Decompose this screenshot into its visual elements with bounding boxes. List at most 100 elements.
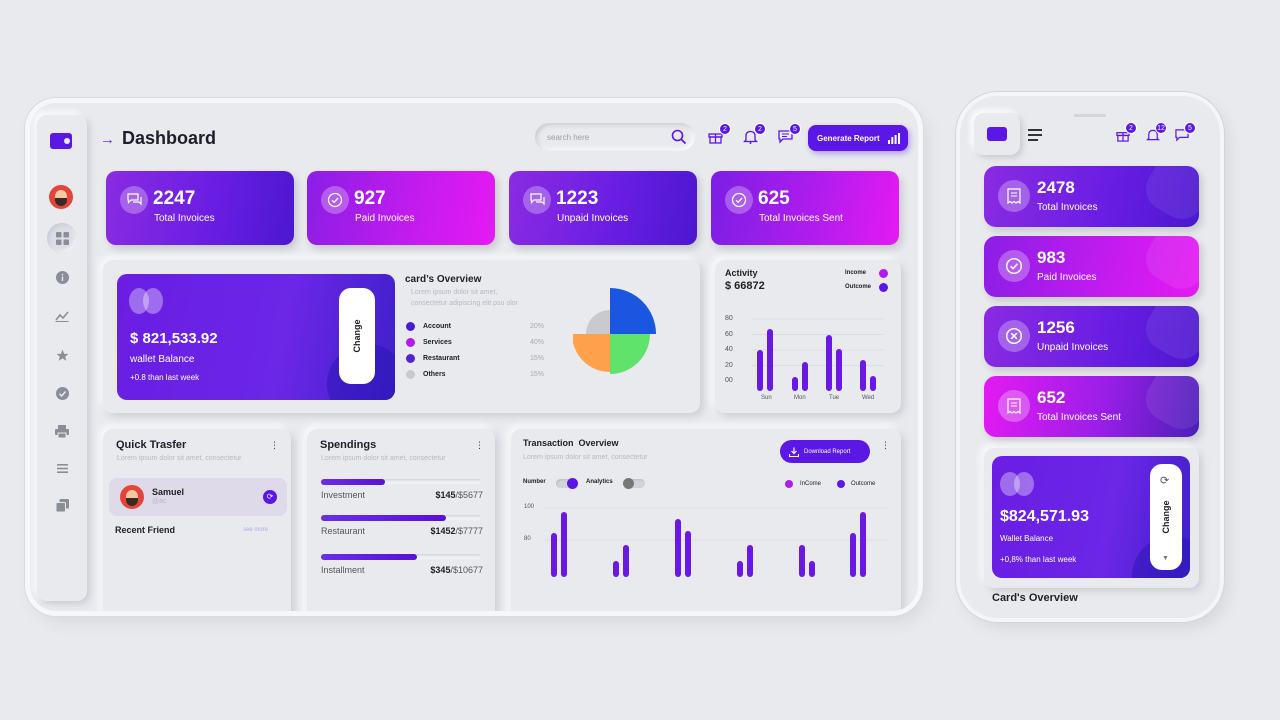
legend-item: Services 40% <box>406 336 546 348</box>
bell-icon[interactable]: 2 <box>741 123 766 147</box>
spend-amount: $345/$10677 <box>407 565 483 575</box>
hamburger-menu-icon[interactable] <box>1028 129 1042 141</box>
chat-badge: 5 <box>789 123 801 135</box>
stat-card-invoices-sent[interactable]: 625 Total Invoices Sent <box>711 171 899 245</box>
receipt-icon <box>998 390 1030 422</box>
spendings-title: Spendings <box>320 439 377 451</box>
trend-icon[interactable] <box>47 301 77 331</box>
quick-transfer-desc: Lorem ipsum dolor sit amet, consectetur <box>117 455 242 462</box>
stat-card-paid-invoices[interactable]: 927 Paid Invoices <box>307 171 495 245</box>
bar <box>802 362 808 391</box>
stat-value: 1256 <box>1037 318 1075 337</box>
see-more-link[interactable]: see more <box>243 527 269 533</box>
grid-icon[interactable] <box>47 223 77 253</box>
info-icon[interactable] <box>47 262 77 292</box>
analytics-toggle[interactable] <box>623 478 645 489</box>
printer-icon[interactable] <box>47 416 77 446</box>
search-box[interactable] <box>535 123 695 151</box>
contact-row[interactable]: Samuel @ac ⟳ <box>109 478 287 516</box>
refresh-icon: ⟳ <box>1160 475 1170 487</box>
transaction-bar-chart <box>543 507 889 577</box>
check-circle-icon[interactable] <box>47 378 77 408</box>
card-decor <box>1138 306 1199 367</box>
more-menu-icon[interactable]: ⋮ <box>881 440 890 450</box>
mobile-stat-invoices-sent[interactable]: 652 Total Invoices Sent <box>984 376 1199 437</box>
change-button[interactable]: Change <box>339 288 375 384</box>
contact-handle: @ac <box>152 498 167 505</box>
quick-transfer-panel: Quick Trasfer ⋮ Lorem ipsum dolor sit am… <box>103 429 291 611</box>
menu-icon[interactable] <box>47 453 77 483</box>
bar <box>757 350 763 391</box>
y-tick: 80 <box>725 315 733 322</box>
more-menu-icon[interactable]: ⋮ <box>270 440 279 450</box>
mobile-dashboard: 2 12 5 2478 Total Invoices 983 Paid Invo… <box>960 96 1220 618</box>
generate-report-button[interactable]: Generate Report <box>808 125 908 151</box>
wallet-card[interactable]: $ 821,533.92 wallet Balance +0.8 than la… <box>117 274 395 400</box>
back-arrow-icon[interactable]: → <box>100 131 115 148</box>
legend-dot <box>406 353 415 363</box>
mobile-stat-total-invoices[interactable]: 2478 Total Invoices <box>984 166 1199 227</box>
spend-total: /$10677 <box>450 565 483 575</box>
mobile-wallet-change: +0,8% than last week <box>1000 555 1077 564</box>
search-input[interactable] <box>547 129 665 145</box>
stat-label: Total Invoices <box>1037 202 1098 213</box>
toggle-label-analytics: Analytics <box>586 479 613 485</box>
mobile-wallet-card[interactable]: $824,571.93 Wallet Balance +0,8% than la… <box>992 456 1190 578</box>
legend-value: 20% <box>529 322 544 330</box>
pie-slice-account <box>610 288 656 334</box>
mobile-change-button[interactable]: ⟳ Change ▼ <box>1150 464 1182 570</box>
avatar[interactable] <box>49 185 73 209</box>
contact-avatar <box>120 485 144 509</box>
progress-fill <box>321 479 385 485</box>
mobile-logo-tile[interactable] <box>974 113 1020 155</box>
pie-slice-others <box>586 310 610 334</box>
spend-spent: $345 <box>430 565 451 575</box>
copy-icon[interactable] <box>47 490 77 520</box>
gift-icon[interactable]: 2 <box>706 123 731 147</box>
activity-y-axis: 80 60 40 20 00 <box>725 315 745 393</box>
card-logo-icon-overlap <box>143 288 163 314</box>
progress-installment <box>321 554 481 560</box>
check-icon <box>725 186 753 214</box>
star-icon[interactable] <box>47 340 77 370</box>
stat-value: 983 <box>1037 248 1066 267</box>
legend-label: Others <box>423 370 446 378</box>
wallet-icon[interactable] <box>50 133 72 149</box>
stat-label: Paid Invoices <box>355 213 415 224</box>
mobile-stat-unpaid-invoices[interactable]: 1256 Unpaid Invoices <box>984 306 1199 367</box>
legend-outcome: Outcome <box>851 481 876 487</box>
bar <box>799 545 805 577</box>
bar <box>792 377 798 391</box>
x-label: Tue <box>829 395 840 401</box>
search-icon[interactable] <box>671 129 687 145</box>
stat-card-total-invoices[interactable]: 2247 Total Invoices <box>106 171 294 245</box>
chat-icon <box>120 186 148 214</box>
stat-value: 652 <box>1037 388 1066 407</box>
download-report-button[interactable]: Download Report <box>780 440 870 463</box>
bar <box>860 512 866 577</box>
mobile-stat-paid-invoices[interactable]: 983 Paid Invoices <box>984 236 1199 297</box>
stat-value: 625 <box>758 188 790 209</box>
progress-fill <box>321 515 446 521</box>
chat-badge: 5 <box>1184 122 1196 134</box>
chat-icon[interactable]: 5 <box>776 123 801 147</box>
legend-label: Account <box>423 322 451 330</box>
bell-badge: 12 <box>1155 122 1167 134</box>
outcome-dot <box>837 480 845 488</box>
more-menu-icon[interactable]: ⋮ <box>475 440 484 450</box>
card-logo-icon-overlap <box>1014 472 1034 496</box>
spend-label: Restaurant <box>321 526 366 536</box>
chat-icon[interactable]: 5 <box>1175 122 1196 142</box>
bell-icon[interactable]: 12 <box>1145 122 1167 142</box>
stat-value: 2247 <box>153 188 196 209</box>
activity-legend-outcome: Outcome <box>845 284 872 290</box>
stat-card-unpaid-invoices[interactable]: 1223 Unpaid Invoices <box>509 171 697 245</box>
send-icon[interactable]: ⟳ <box>263 490 277 504</box>
gift-icon[interactable]: 2 <box>1116 122 1137 142</box>
legend-item: Account 20% <box>406 320 546 332</box>
bar <box>675 519 681 577</box>
quick-transfer-title: Quick Trasfer <box>116 439 187 451</box>
spendings-desc: Lorem ipsum dolor sit amet, consectetur <box>321 455 446 462</box>
desktop-dashboard: → Dashboard 2 2 5 Generate Report 2247 T… <box>30 103 918 611</box>
number-toggle[interactable] <box>556 478 578 489</box>
